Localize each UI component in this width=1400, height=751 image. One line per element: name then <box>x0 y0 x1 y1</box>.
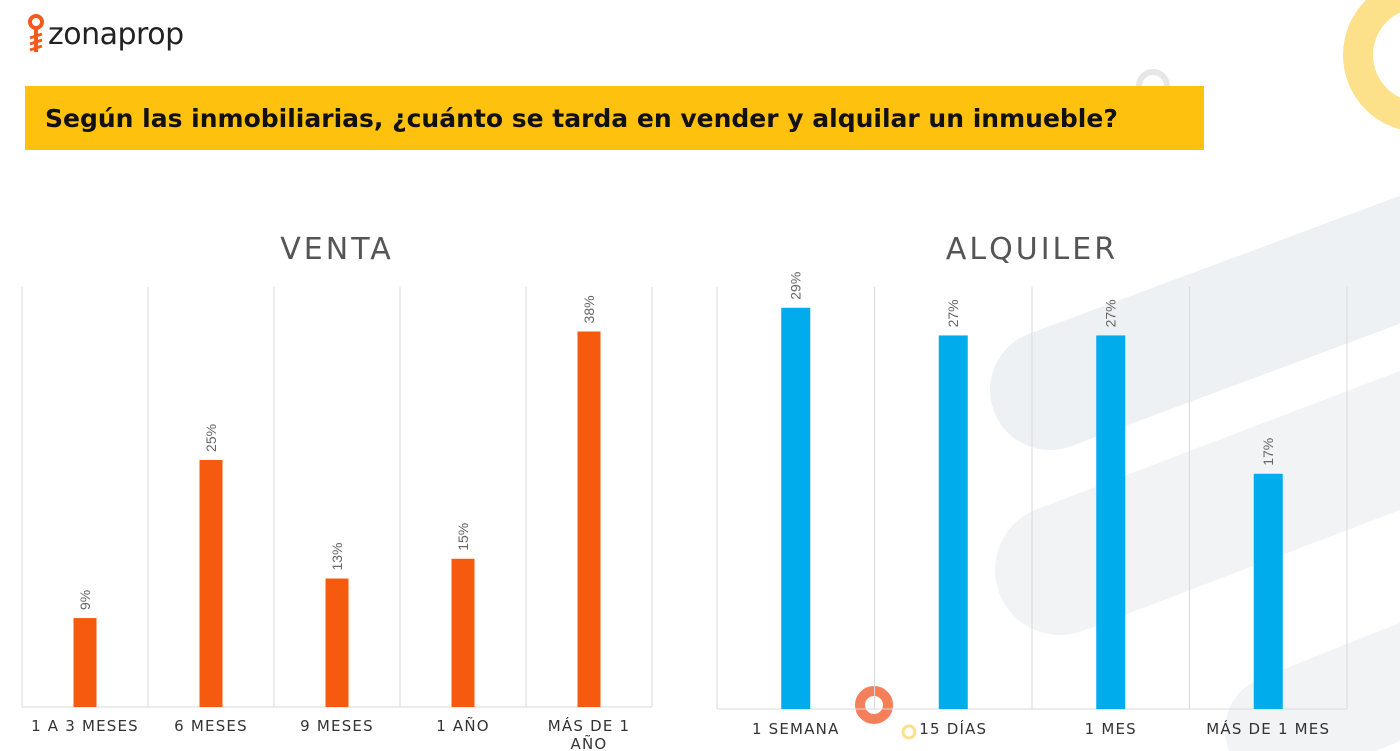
category-label-1-mes: 1 MES <box>1085 720 1137 738</box>
yellow-ring-decoration <box>1343 0 1400 130</box>
value-label-9-meses: 13% <box>329 542 345 570</box>
category-label-9-meses: 9 MESES <box>300 717 374 735</box>
bar-6-meses <box>199 459 223 707</box>
category-label-mas-de-1-ano: MÁS DE 1 AÑO <box>548 716 630 751</box>
chart-title-alquiler: ALQUILER <box>945 232 1119 267</box>
value-label-1-mes: 27% <box>1103 299 1119 327</box>
value-label-1-semana: 29% <box>788 272 804 300</box>
banner-title: Según las inmobiliarias, ¿cuánto se tard… <box>45 103 1118 133</box>
title-banner: Según las inmobiliarias, ¿cuánto se tard… <box>25 86 1204 150</box>
category-label-mas-de-1-mes: MÁS DE 1 MES <box>1206 719 1330 738</box>
key-icon <box>28 14 44 52</box>
value-label-mas-de-1-mes: 17% <box>1260 438 1276 466</box>
category-label-1-ano: 1 AÑO <box>436 716 490 735</box>
value-label-1-a-3-meses: 9% <box>77 590 93 610</box>
category-label-1-semana: 1 SEMANA <box>752 720 840 738</box>
bar-1-mes <box>1096 335 1126 709</box>
chart-alquiler: 29% 1 SEMANA 27% 15 DÍAS 27% 1 MES 17% MÁS DE 1… <box>716 272 1348 738</box>
chart-title-venta: VENTA <box>280 232 394 267</box>
category-label-1-a-3-meses: 1 A 3 MESES <box>31 717 139 735</box>
bar-mas-de-1-ano <box>577 331 601 707</box>
value-label-15-dias: 27% <box>945 299 961 327</box>
small-yellow-ring-decoration <box>901 724 917 740</box>
bar-1-semana <box>781 307 811 709</box>
bar-mas-de-1-mes <box>1253 473 1283 709</box>
chart-venta: 9% 1 A 3 MESES 25% 6 MESES 13% 9 MESES 15% 1 AÑ… <box>21 287 653 751</box>
bar-9-meses <box>325 578 349 707</box>
category-label-6-meses: 6 MESES <box>174 717 248 735</box>
bar-1-ano <box>451 558 475 707</box>
zonaprop-logo: zonaprop <box>26 14 184 54</box>
value-label-mas-de-1-ano: 38% <box>581 295 597 323</box>
category-label-15-dias: 15 DÍAS <box>919 719 987 738</box>
value-label-6-meses: 25% <box>203 424 219 452</box>
bar-1-a-3-meses <box>73 618 97 707</box>
value-label-1-ano: 15% <box>455 523 471 551</box>
brand-name: zonaprop <box>48 16 184 52</box>
bar-15-dias <box>938 335 968 709</box>
